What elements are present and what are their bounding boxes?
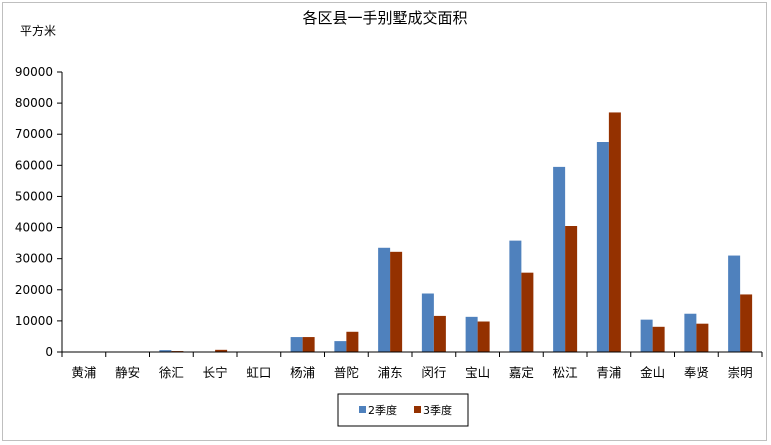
y-tick-label: 60000 — [15, 158, 53, 172]
bar-q3 — [696, 323, 709, 352]
bars-group — [159, 112, 753, 352]
y-tick-label: 90000 — [15, 65, 53, 79]
bar-q2 — [684, 313, 697, 352]
y-tick-label: 40000 — [15, 221, 53, 235]
bar-q2 — [640, 319, 653, 352]
y-tick-label: 20000 — [15, 283, 53, 297]
x-category-label: 徐汇 — [159, 365, 184, 380]
bar-q3 — [215, 349, 228, 352]
bar-q2 — [334, 341, 347, 352]
bar-q2 — [290, 337, 303, 352]
x-category-label: 黄浦 — [71, 365, 96, 380]
bar-q3 — [433, 315, 446, 352]
legend-label-q2: 2季度 — [368, 403, 397, 417]
chart-frame — [2, 2, 767, 441]
bar-q3 — [740, 294, 753, 352]
bar-q3 — [346, 331, 359, 352]
bar-q2 — [509, 240, 522, 352]
bar-q3 — [565, 226, 578, 352]
bar-q2 — [553, 166, 566, 352]
x-category-label: 松江 — [553, 365, 578, 380]
x-category-label: 普陀 — [334, 365, 359, 380]
bar-q2 — [378, 247, 391, 352]
x-category-label: 嘉定 — [509, 365, 534, 380]
bar-q2 — [728, 255, 741, 352]
y-tick-label: 10000 — [15, 314, 53, 328]
y-tick-label: 50000 — [15, 189, 53, 203]
bar-q3 — [390, 251, 403, 352]
x-category-label: 浦东 — [378, 365, 403, 380]
x-category-label: 崇明 — [728, 365, 753, 380]
y-axis-unit-label: 平方米 — [20, 23, 56, 38]
bar-q2 — [159, 350, 172, 352]
bar-q3 — [477, 321, 490, 352]
x-category-label: 杨浦 — [290, 365, 315, 380]
bar-q3 — [652, 326, 665, 352]
axes — [61, 72, 762, 353]
legend-swatch-q2 — [359, 406, 366, 413]
x-category-label: 金山 — [640, 365, 665, 380]
bar-q2 — [596, 142, 609, 352]
x-category-label: 青浦 — [596, 365, 621, 380]
x-category-label: 虹口 — [246, 365, 271, 380]
legend: 2季度 3季度 — [337, 393, 469, 427]
x-axis-categories: 黄浦 静安 徐汇 长宁 虹口 杨浦 普陀 浦东 闵行 宝山 嘉定 松江 青浦 金山 奉贤 崇明 — [61, 352, 763, 380]
y-tick-label: 30000 — [15, 252, 53, 266]
x-category-label: 闵行 — [421, 365, 446, 380]
bar-q3 — [521, 272, 534, 352]
legend-swatch-q3 — [414, 406, 421, 413]
y-tick-label: 70000 — [15, 127, 53, 141]
bar-q2 — [421, 293, 434, 352]
bar-q3 — [608, 112, 621, 352]
chart-title: 各区县一手别墅成交面积 — [302, 9, 467, 27]
y-tick-label: 80000 — [15, 96, 53, 110]
legend-label-q3: 3季度 — [423, 403, 452, 417]
bar-q3 — [302, 337, 315, 352]
x-category-label: 奉贤 — [684, 365, 709, 380]
x-category-label: 宝山 — [465, 365, 490, 380]
bar-q2 — [465, 316, 478, 352]
y-tick-label: 0 — [45, 345, 53, 359]
x-category-label: 静安 — [115, 365, 140, 380]
x-category-label: 长宁 — [203, 365, 228, 380]
y-axis-ticks: 0 10000 20000 30000 40000 50000 60000 70000 8000… — [15, 65, 62, 359]
